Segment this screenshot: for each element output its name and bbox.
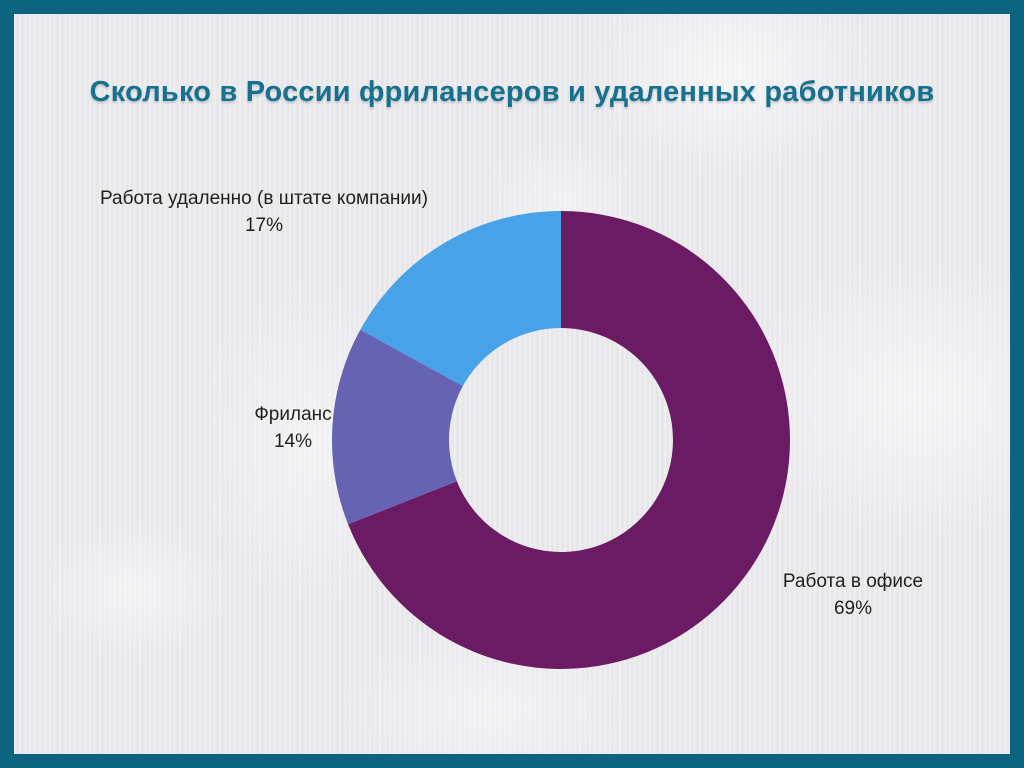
slice-label-office-value: 69% [833,598,873,619]
slice-label-freelance-text: Фриланс [254,404,332,425]
chart-title: Сколько в России фрилансеров и удаленных… [89,76,935,108]
donut-chart-svg [332,211,790,669]
canvas-panel: Сколько в России фрилансеров и удаленных… [14,14,1010,754]
donut-slice-1 [332,329,463,525]
slice-label-freelance-value: 14% [273,431,313,452]
slice-label-freelance: Фриланс 14% [254,401,331,455]
slice-label-remote: Работа удаленно (в штате компании) 17% [100,185,428,239]
slice-label-office-text: Работа в офисе [782,571,924,592]
donut-slice-0 [348,211,790,669]
donut-slice-2 [360,211,561,387]
slice-label-office: Работа в офисе 69% [783,568,923,622]
slice-label-remote-value: 17% [244,215,284,236]
slice-label-remote-text: Работа удаленно (в штате компании) [100,188,428,209]
